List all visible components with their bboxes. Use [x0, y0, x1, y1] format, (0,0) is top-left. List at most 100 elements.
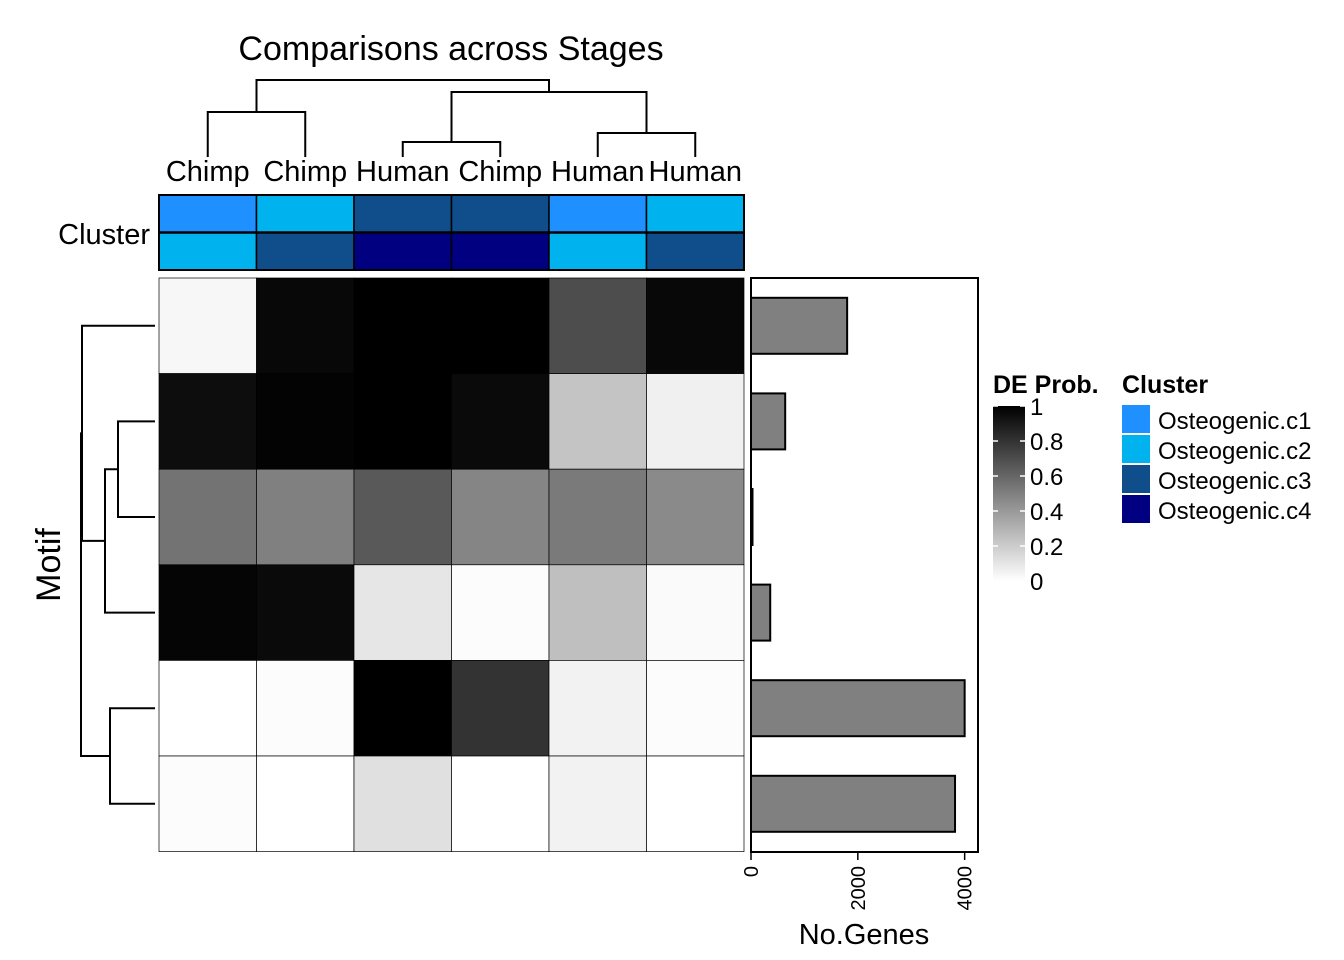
gene-count-bar: [750, 488, 754, 546]
heatmap-cell: [646, 277, 745, 374]
cluster-annotation-cell: [255, 194, 355, 233]
cluster-legend-title: Cluster: [1122, 371, 1208, 399]
cluster-legend-swatch: [1122, 435, 1150, 463]
gene-count-bar: [750, 392, 787, 451]
heatmap-cell: [256, 564, 355, 661]
column-dendrogram-link: [206, 111, 307, 157]
heatmap-cell: [353, 755, 452, 852]
cluster-legend-swatch: [1122, 405, 1150, 433]
gene-count-bar: [750, 296, 849, 355]
heatmap-cell: [646, 755, 745, 852]
heatmap-cell: [548, 755, 647, 852]
heatmap-cell: [158, 564, 257, 661]
bar-x-tick-label: 0: [741, 866, 763, 877]
heatmap-cell: [451, 660, 550, 757]
bar-x-tick-label: 2000: [848, 866, 870, 911]
cluster-legend-items: Osteogenic.c1 Osteogenic.c2 Osteogenic.c3 O…: [1122, 405, 1311, 525]
cluster-annotation-cell: [645, 194, 745, 233]
column-dendrogram: [206, 79, 697, 157]
cluster-annotation-cell: [450, 232, 550, 271]
gene-count-bar-panel: 0 2000 4000: [741, 277, 979, 911]
heatmap-cell: [646, 468, 745, 566]
cluster-annotation-cell: [353, 194, 453, 233]
heatmap-cell: [548, 564, 647, 661]
cluster-annotation-border: [158, 194, 745, 271]
heatmap-cell: [353, 373, 452, 470]
heatmap-cell: [353, 660, 452, 757]
de-prob-legend-ticks: 1 0.8 0.6 0.4 0.2 0: [993, 394, 1063, 596]
de-prob-tick-label: 1: [1030, 394, 1043, 421]
bar-x-axis-label: No.Genes: [799, 919, 930, 951]
heatmap-cell: [353, 564, 452, 661]
cluster-annotation-cell: [255, 232, 355, 271]
de-prob-tick-label: 0.2: [1030, 534, 1063, 561]
column-label: Chimp: [458, 156, 542, 188]
cluster-legend-swatch: [1122, 495, 1150, 523]
heatmap-cell: [646, 660, 745, 757]
heatmap-cell: [256, 660, 355, 757]
cluster-annotation-cell: [548, 194, 648, 233]
de-prob-tick-label: 0.6: [1030, 464, 1063, 491]
heatmap-cell: [256, 373, 355, 470]
cluster-annotation-cell: [158, 194, 258, 233]
de-prob-tick-label: 0: [1030, 569, 1043, 596]
column-dendrogram-link: [255, 79, 550, 112]
column-label: Chimp: [263, 156, 347, 188]
heatmap-cell: [451, 564, 550, 661]
heatmap-cell: [353, 468, 452, 566]
row-axis-label: Motif: [30, 528, 68, 602]
column-label: Human: [551, 156, 645, 188]
bar-x-tick-label: 4000: [955, 866, 977, 911]
de-prob-gradient: [993, 406, 1025, 581]
row-dendrogram-link: [109, 707, 155, 805]
heatmap-cell: [256, 277, 355, 374]
row-dendrogram-link: [104, 468, 155, 614]
heatmap-cell: [646, 564, 745, 661]
de-prob-tick-label: 0.8: [1030, 429, 1063, 456]
heatmap-cell: [256, 755, 355, 852]
gene-count-bar: [750, 583, 772, 642]
heatmap-cell: [451, 277, 550, 374]
cluster-legend-label: Osteogenic.c2: [1158, 438, 1311, 465]
heatmap-cell: [158, 468, 257, 566]
heatmap-cell: [256, 468, 355, 566]
cluster-annotation-cell: [450, 194, 550, 233]
de-prob-tick-label: 0.4: [1030, 499, 1063, 526]
cluster-annotation-cell: [548, 232, 648, 271]
heatmap-cell: [451, 373, 550, 470]
cluster-legend: Cluster: [1122, 371, 1208, 399]
de-prob-legend-title: DE Prob.: [993, 371, 1099, 399]
row-dendrogram-link: [117, 420, 155, 518]
heatmap-cell: [451, 755, 550, 852]
heatmap-cell: [158, 755, 257, 852]
de-prob-legend: DE Prob.: [993, 371, 1099, 581]
cluster-legend-label: Osteogenic.c1: [1158, 408, 1311, 435]
cluster-annotation-cell: [158, 232, 258, 271]
column-label: Human: [649, 156, 743, 188]
cluster-annotation-label: Cluster: [58, 219, 150, 251]
row-dendrogram-link: [80, 432, 110, 757]
column-label: Chimp: [166, 156, 250, 188]
cluster-annotation-cell: [353, 232, 453, 271]
cluster-annotation-cell: [645, 232, 745, 271]
column-dendrogram-link: [596, 132, 697, 157]
heatmap-cell: [158, 373, 257, 470]
heatmap-cell: [353, 277, 452, 374]
column-label: Human: [356, 156, 450, 188]
cluster-annotation-bar: [158, 194, 745, 271]
bar-panel-border: [750, 277, 979, 853]
chart-title: Comparisons across Stages: [238, 30, 663, 68]
heatmap-cell: [548, 277, 647, 374]
gene-count-bar: [750, 774, 957, 833]
heatmap-cell: [548, 373, 647, 470]
gene-count-bar: [750, 679, 966, 738]
heatmap-cell: [548, 468, 647, 566]
row-dendrogram: [80, 324, 155, 805]
heatmap-cell: [646, 373, 745, 470]
column-dendrogram-link: [401, 141, 502, 157]
heatmap-cell: [451, 468, 550, 566]
cluster-legend-label: Osteogenic.c4: [1158, 498, 1311, 525]
cluster-legend-label: Osteogenic.c3: [1158, 468, 1311, 495]
heatmap-cell: [158, 277, 257, 374]
